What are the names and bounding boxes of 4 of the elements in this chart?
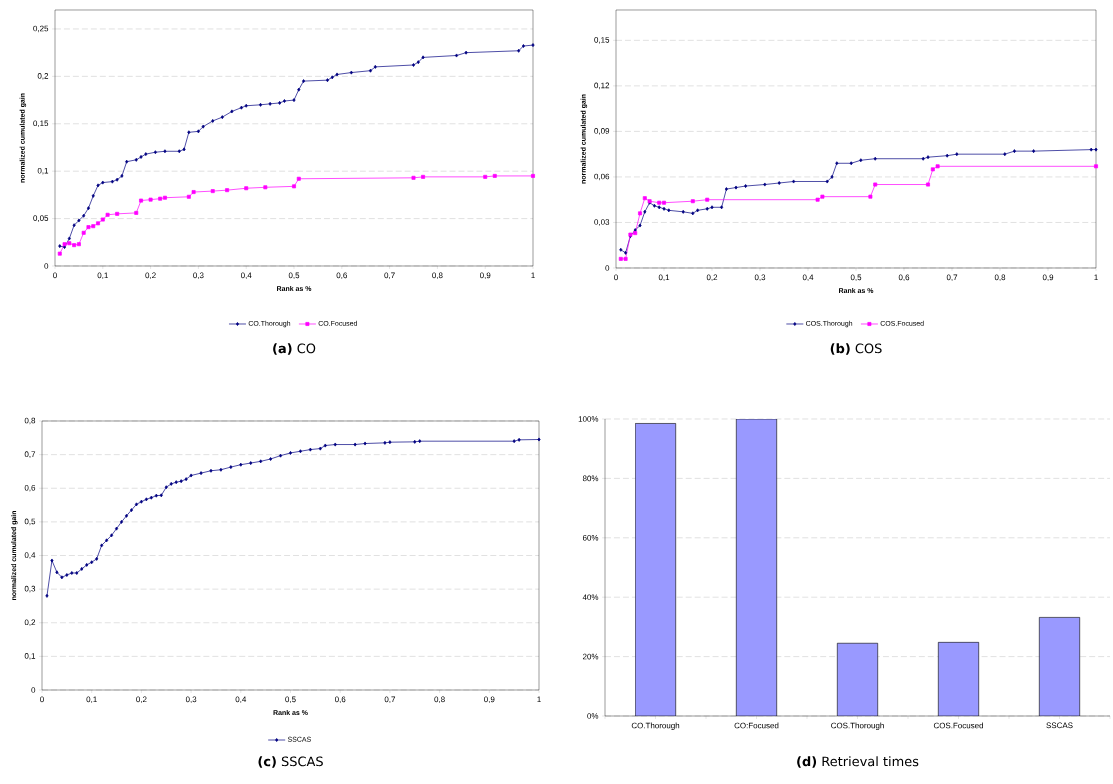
text: (a) CO <box>273 343 316 355</box>
text: (b) COS <box>830 343 882 355</box>
text: (c) SSCAS <box>258 756 323 768</box>
text: (d) Retrieval times <box>797 756 919 768</box>
